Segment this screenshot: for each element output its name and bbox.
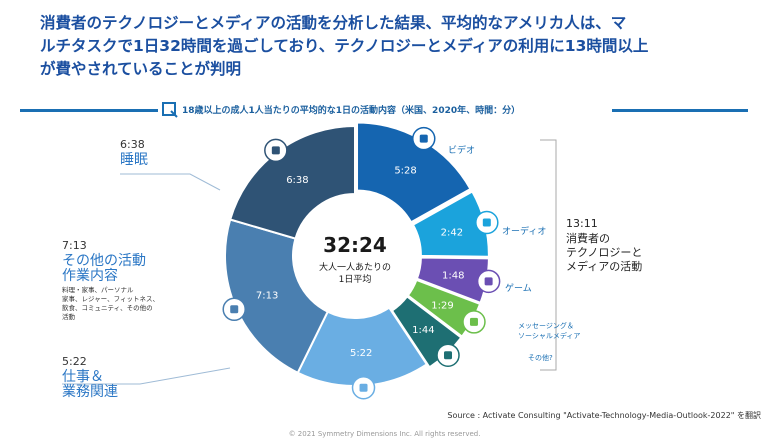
center-caption-1: 大人一人あたりの xyxy=(319,261,391,273)
donut-slice-label-7: 6:38 xyxy=(286,175,308,186)
donut-slice-label-5: 5:22 xyxy=(350,348,372,359)
sleep-time-label: 6:38 xyxy=(120,138,145,151)
headline-line-3: が費やされていることが判明 xyxy=(40,60,242,78)
slice-icon-glyph-2 xyxy=(484,277,493,286)
center-total: 32:24 xyxy=(323,233,387,257)
consumer-bracket xyxy=(540,139,557,371)
other-activity-detail-1: 料理・家事、パーソナル xyxy=(62,286,134,294)
other-media-label: その他? xyxy=(528,354,553,362)
slice-icon-glyph-3 xyxy=(469,317,478,326)
subtitle-rule-left xyxy=(20,109,158,112)
work-guide-line xyxy=(62,367,231,385)
other-activity-detail-4: 活動 xyxy=(62,313,75,321)
other-activity-detail-3: 飲食、コミュニティ、その他の xyxy=(62,304,153,312)
consumer-time-label: 13:11 xyxy=(566,217,598,230)
donut-slice-1 xyxy=(411,190,490,258)
brand-mark-icon xyxy=(162,102,178,118)
game-label: ゲーム xyxy=(505,284,532,294)
messaging-label-1: メッセージング＆ xyxy=(518,322,574,330)
other-activity-name-2: 作業内容 xyxy=(62,268,118,284)
donut-slice-5 xyxy=(296,306,429,387)
subtitle-bar: 18歳以上の成人1人当たりの平均的な1日の活動内容（米国、2020年、時間：分） xyxy=(0,100,769,120)
slice-icon-glyph-1 xyxy=(482,218,491,227)
slice-icon-glyph-4 xyxy=(444,351,453,360)
work-name-2: 業務関連 xyxy=(62,384,118,400)
chart-subtitle: 18歳以上の成人1人当たりの平均的な1日の活動内容（米国、2020年、時間：分） xyxy=(182,106,521,116)
consumer-line-2: テクノロジーと xyxy=(566,246,643,259)
work-time-label: 5:22 xyxy=(62,355,87,368)
slice-icon-glyph-5 xyxy=(359,383,368,392)
sleep-guide-line xyxy=(120,173,221,191)
headline-line-1: 消費者のテクノロジーとメディアの活動を分析した結果、平均的なアメリカ人は、マ xyxy=(40,14,627,32)
messaging-label-2: ソーシャルメディア xyxy=(518,332,581,340)
other-activity-name-1: その他の活動 xyxy=(62,253,146,269)
work-name-1: 仕事＆ xyxy=(62,369,104,385)
other-activity-detail-2: 家事、レジャー、フィットネス、 xyxy=(62,295,159,303)
audio-label: オーディオ xyxy=(502,227,547,237)
center-caption-2: 1日平均 xyxy=(339,273,372,285)
donut-slice-7 xyxy=(228,124,356,240)
sleep-name-label: 睡眠 xyxy=(120,152,148,168)
consumer-line-1: 消費者の xyxy=(566,232,610,245)
video-label: ビデオ xyxy=(448,146,476,156)
donut-slice-label-2: 1:48 xyxy=(442,271,464,282)
donut-slice-label-6: 7:13 xyxy=(256,291,278,302)
donut-slice-label-3: 1:29 xyxy=(431,300,453,311)
other-activity-time-label: 7:13 xyxy=(62,239,87,252)
donut-slice-0 xyxy=(356,121,472,224)
headline-line-2: ルチタスクで1日32時間を過ごしており、テクノロジーとメディアの利用に13時間以… xyxy=(40,37,649,55)
donut-slice-label-1: 2:42 xyxy=(441,227,463,238)
headline: 消費者のテクノロジーとメディアの活動を分析した結果、平均的なアメリカ人は、マ ル… xyxy=(40,12,760,81)
donut-slice-6 xyxy=(224,218,330,375)
donut-slice-label-0: 5:28 xyxy=(394,166,416,177)
consumer-line-3: メディアの活動 xyxy=(566,260,643,273)
slice-icon-glyph-0 xyxy=(419,134,428,143)
donut-slice-label-4: 1:44 xyxy=(412,325,434,336)
slice-icon-glyph-7 xyxy=(271,146,280,155)
copyright: © 2021 Symmetry Dimensions Inc. All righ… xyxy=(288,430,481,438)
slice-icon-glyph-6 xyxy=(230,305,239,314)
subtitle-rule-right xyxy=(612,109,748,112)
source-note: Source : Activate Consulting "Activate-T… xyxy=(447,411,761,420)
